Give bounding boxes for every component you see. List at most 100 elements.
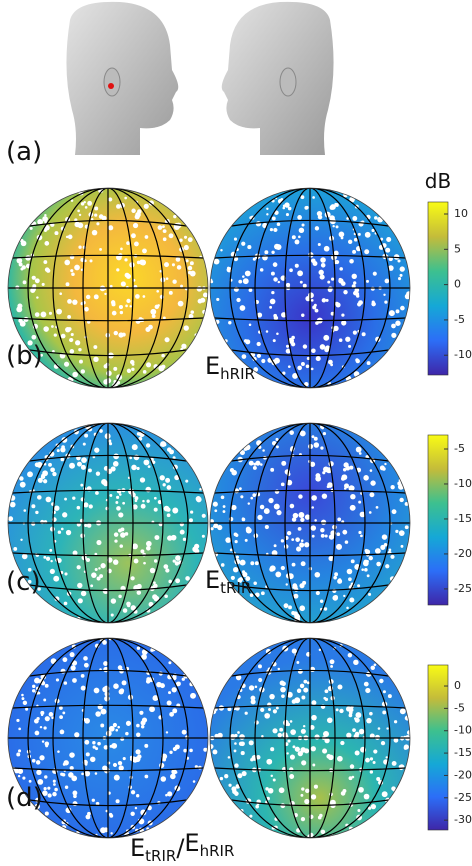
parallel [214,767,406,772]
speckle [78,213,82,217]
speckle [213,258,220,265]
speckle [239,734,245,740]
speckle [103,364,108,369]
speckle [371,228,375,233]
speckle [102,765,108,771]
speckle [103,661,108,666]
speckle [129,456,133,460]
speckle [130,605,136,611]
speckle [352,728,356,733]
speckle [37,218,44,225]
speckle [43,260,48,264]
speckle [112,559,119,565]
speckle [57,750,60,753]
speckle [163,564,169,569]
speckle [166,485,172,490]
speckle [131,233,136,239]
speckle [330,204,336,210]
speckle [297,526,302,531]
speckle [348,577,352,582]
speckle [67,299,72,304]
speckle [347,239,353,245]
speckle [233,237,238,241]
speckle [280,539,285,543]
speckle [84,739,90,745]
speckle [316,210,323,217]
parallel [231,219,389,227]
speckle [276,222,281,227]
speckle [164,337,170,343]
speckle [122,501,126,505]
speckle [35,760,41,765]
speckle [74,732,80,738]
colorbar-tick-label: -20 [454,547,472,560]
speckle [349,764,355,769]
speckle [272,339,276,343]
speckle [328,555,334,562]
speckle [45,496,52,503]
speckle [380,740,386,746]
speckle [302,283,307,288]
speckle [297,668,303,674]
speckle [370,803,377,810]
speckle [21,693,24,697]
speckle [180,284,183,288]
speckle [357,302,362,307]
speckle [303,687,309,693]
speckle [393,720,398,724]
speckle [254,685,258,689]
speckle [69,765,74,771]
speckle [296,661,300,664]
speckle [300,793,304,797]
speckle [133,558,139,564]
speckle [357,809,361,813]
speckle [299,683,305,689]
speckle [285,344,290,348]
speckle [245,576,251,581]
speckle [228,321,232,325]
speckle [395,320,401,326]
speckle [258,677,263,683]
speckle [14,768,20,774]
speckle [168,691,172,695]
speckle [240,495,244,499]
speckle [189,270,196,277]
speckle [22,776,26,780]
speckle [65,807,72,814]
speckle [287,365,291,369]
speckle [21,553,28,560]
speckle [233,749,237,753]
speckle [109,494,113,497]
speckle [272,709,277,714]
speckle [382,690,386,694]
speckle [289,430,294,435]
speckle [25,707,29,711]
parallel [12,317,204,322]
speckle [273,544,277,548]
speckle [329,799,336,806]
speckle [44,241,50,246]
speckle [62,657,68,663]
speckle [403,744,409,750]
speckle [345,336,351,342]
speckle [338,338,343,342]
speckle [393,737,399,743]
subscript: hRIR [220,365,255,383]
parallel [214,552,406,557]
speckle [52,471,57,477]
speckle [36,769,42,776]
speckle [300,561,306,567]
speckle [210,278,213,282]
speckle [231,469,237,476]
speckle [326,717,333,724]
speckle [93,294,99,300]
speckle [366,559,369,563]
speckle [377,216,384,223]
speckle [131,444,138,451]
speckle [234,540,238,544]
speckle [248,685,255,691]
speckle [95,747,99,751]
speckle [84,206,88,209]
sphere-outline [7,637,209,839]
speckle [311,435,315,439]
